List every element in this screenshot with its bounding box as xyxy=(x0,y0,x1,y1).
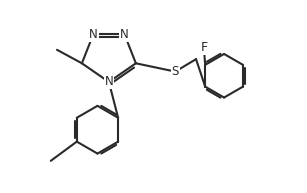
Text: F: F xyxy=(200,41,208,54)
Text: N: N xyxy=(120,28,129,41)
Text: N: N xyxy=(89,28,98,41)
Text: S: S xyxy=(172,65,179,78)
Text: N: N xyxy=(104,75,113,88)
